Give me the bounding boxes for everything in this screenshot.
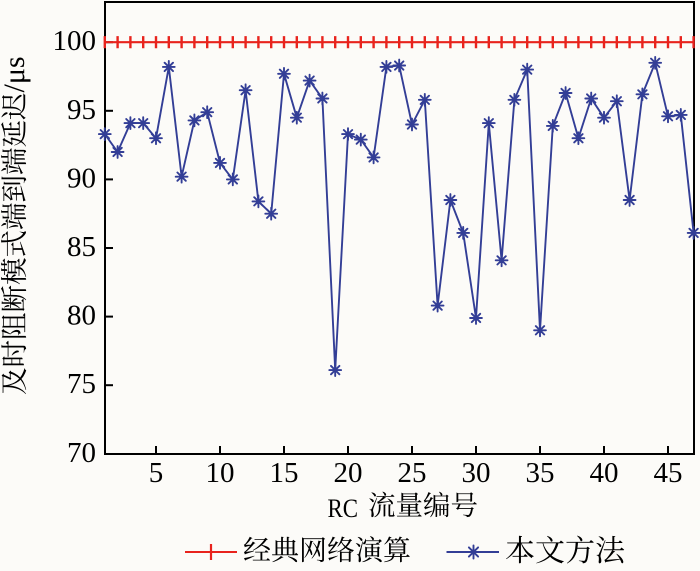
svg-text:80: 80 [67,300,96,332]
svg-text:100: 100 [53,25,97,57]
svg-text:75: 75 [67,368,96,400]
svg-text:15: 15 [270,457,299,489]
svg-text:RC: RC [328,494,359,523]
svg-text:30: 30 [462,457,491,489]
svg-text:95: 95 [67,94,96,126]
svg-text:25: 25 [398,457,427,489]
svg-text:/μs: /μs [0,56,31,92]
svg-text:45: 45 [654,457,683,489]
svg-text:10: 10 [206,457,235,489]
svg-text:70: 70 [67,437,96,469]
svg-text:20: 20 [334,457,363,489]
svg-text:40: 40 [590,457,619,489]
svg-text:5: 5 [149,457,164,489]
svg-text:85: 85 [67,231,96,263]
svg-text:35: 35 [526,457,555,489]
svg-text:90: 90 [67,162,96,194]
